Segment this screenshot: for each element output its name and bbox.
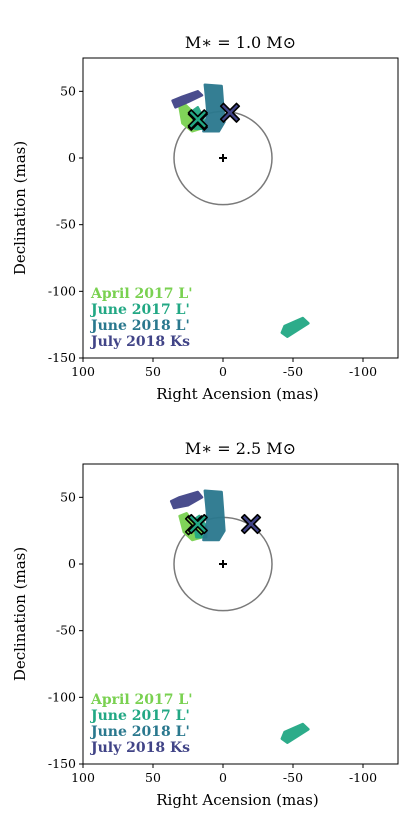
region-outlier: [282, 318, 309, 337]
chart-title: M∗ = 1.0 M⊙: [185, 33, 296, 52]
y-tick-label: 50: [60, 489, 76, 504]
x-tick-label: 100: [71, 770, 95, 785]
chart-title: M∗ = 2.5 M⊙: [185, 439, 296, 458]
y-tick-label: -100: [48, 283, 76, 298]
y-tick-label: -50: [56, 217, 76, 232]
y-tick-label: 0: [68, 556, 76, 571]
legend-entry: June 2017 L': [89, 302, 190, 318]
legend-entry: June 2018 L': [89, 724, 190, 740]
x-tick-label: 100: [71, 364, 95, 379]
y-tick-label: -100: [48, 689, 76, 704]
y-tick-label: -50: [56, 623, 76, 638]
x-marker-series-4: [242, 515, 261, 534]
legend-entry: April 2017 L': [90, 692, 193, 708]
chart-panel-2: M∗ = 2.5 M⊙ 100 50 0 -50 -100 50 0 -50 -100 -150 Ri…: [11, 439, 398, 809]
x-tick-label: -100: [349, 364, 377, 379]
region-series-4: [173, 91, 202, 107]
region-outlier: [282, 724, 309, 743]
legend-entry: April 2017 L': [90, 286, 193, 302]
x-tick-label: -50: [283, 770, 303, 785]
region-series-3: [203, 491, 224, 540]
legend-entry: July 2018 Ks: [89, 334, 190, 350]
legend-entry: June 2018 L': [89, 318, 190, 334]
x-axis-label: Right Acension (mas): [156, 791, 318, 809]
y-tick-label: -150: [48, 756, 76, 771]
legend-entry: June 2017 L': [89, 708, 190, 724]
star-plus-marker: [219, 560, 227, 568]
x-axis-label: Right Acension (mas): [156, 385, 318, 403]
chart-panel-1: M∗ = 1.0 M⊙ 100 50 0 -50 -100 50 0 -50 -100 -150 Ri…: [11, 33, 398, 403]
y-tick-label: 0: [68, 150, 76, 165]
y-axis-label: Declination (mas): [11, 547, 29, 681]
region-series-4: [171, 492, 202, 508]
x-tick-label: -100: [349, 770, 377, 785]
y-tick-label: -150: [48, 350, 76, 365]
x-tick-label: -50: [283, 364, 303, 379]
x-tick-label: 0: [219, 770, 227, 785]
star-plus-marker: [219, 154, 227, 162]
x-tick-label: 0: [219, 364, 227, 379]
x-tick-label: 50: [145, 364, 161, 379]
x-tick-label: 50: [145, 770, 161, 785]
legend-entry: July 2018 Ks: [89, 740, 190, 756]
y-axis-label: Declination (mas): [11, 141, 29, 275]
y-tick-label: 50: [60, 83, 76, 98]
